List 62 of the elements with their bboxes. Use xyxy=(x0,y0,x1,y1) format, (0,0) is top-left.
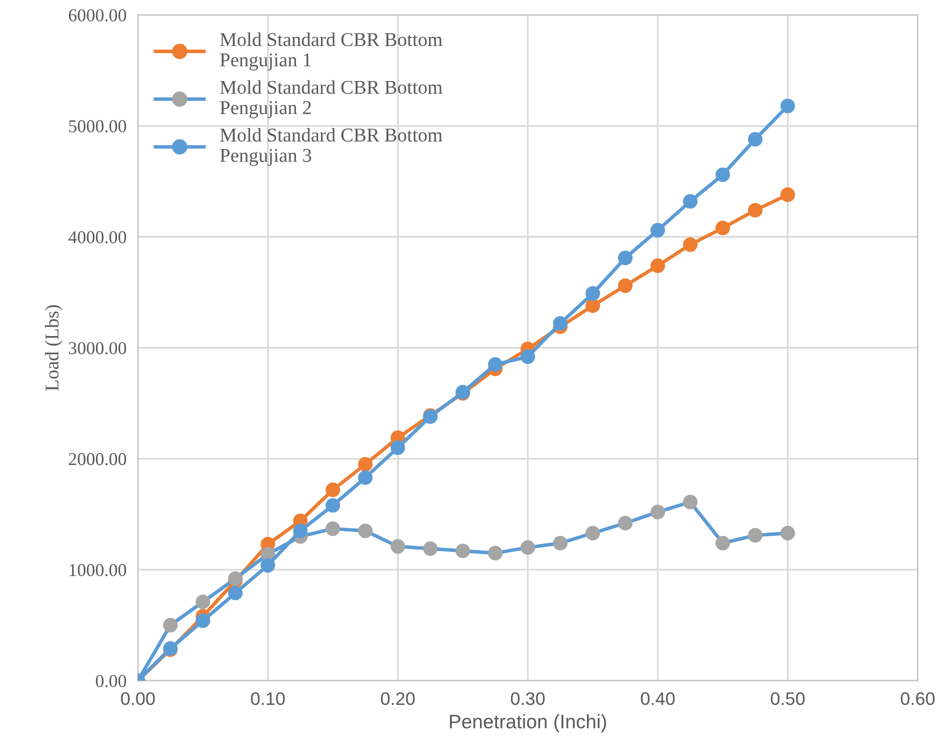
point xyxy=(553,316,568,331)
y-tick-label: 2000.00 xyxy=(68,453,126,466)
point xyxy=(715,220,730,236)
point xyxy=(682,494,698,510)
y-tick-label: 0.00 xyxy=(96,674,126,688)
point xyxy=(682,194,698,209)
y-tick-label: 1000.00 xyxy=(70,564,126,576)
x-tick-label: 0.00 xyxy=(121,692,155,706)
point xyxy=(456,544,470,558)
point xyxy=(682,237,698,252)
point xyxy=(586,298,600,313)
point xyxy=(715,536,730,550)
x-tick-label: 0.20 xyxy=(380,692,415,706)
x-axis-title: Penetration (Inchi) xyxy=(450,714,606,732)
point xyxy=(520,540,536,555)
point xyxy=(586,286,600,301)
y-axis-title: Load (Lbs) xyxy=(44,305,63,391)
point xyxy=(780,98,796,114)
y-tick-label: 5000.00 xyxy=(69,120,126,132)
point xyxy=(423,541,438,556)
point xyxy=(326,521,340,536)
legend-label: Mold Standard CBR Bottom Pengujian 1 xyxy=(220,32,442,70)
x-tick-label: 0.60 xyxy=(900,692,935,706)
point xyxy=(196,594,210,610)
point xyxy=(586,526,600,540)
point xyxy=(228,586,243,600)
point xyxy=(650,504,666,520)
point xyxy=(488,546,503,560)
point xyxy=(196,613,210,628)
point xyxy=(715,167,730,182)
y-tick-label: 6000.00 xyxy=(68,9,126,22)
point xyxy=(780,526,796,540)
x-tick-label: 0.10 xyxy=(251,692,285,706)
point xyxy=(650,222,666,238)
point xyxy=(390,539,406,554)
legend-label: Mold Standard CBR Bottom Pengujian 3 xyxy=(220,128,442,166)
point xyxy=(358,457,373,472)
x-tick-label: 0.40 xyxy=(640,692,675,706)
point xyxy=(293,524,308,538)
y-tick-label: 3000.00 xyxy=(68,342,126,354)
point xyxy=(358,524,373,538)
point xyxy=(748,132,763,147)
point xyxy=(618,278,633,293)
point xyxy=(650,258,666,273)
point xyxy=(520,349,536,364)
y-tick-label: 4000.00 xyxy=(68,231,126,244)
point xyxy=(553,536,568,550)
point xyxy=(618,250,633,266)
x-tick-label: 0.50 xyxy=(770,692,805,706)
point xyxy=(390,440,406,455)
point xyxy=(260,558,276,573)
point xyxy=(618,516,633,530)
point xyxy=(326,498,340,513)
point xyxy=(780,187,796,202)
point xyxy=(163,618,178,632)
point xyxy=(748,528,763,543)
point xyxy=(358,470,373,485)
point xyxy=(748,202,763,218)
point xyxy=(488,357,503,372)
point xyxy=(326,482,340,498)
legend-label: Mold Standard CBR Bottom Pengujian 2 xyxy=(220,80,442,118)
x-tick-label: 0.30 xyxy=(510,692,545,706)
